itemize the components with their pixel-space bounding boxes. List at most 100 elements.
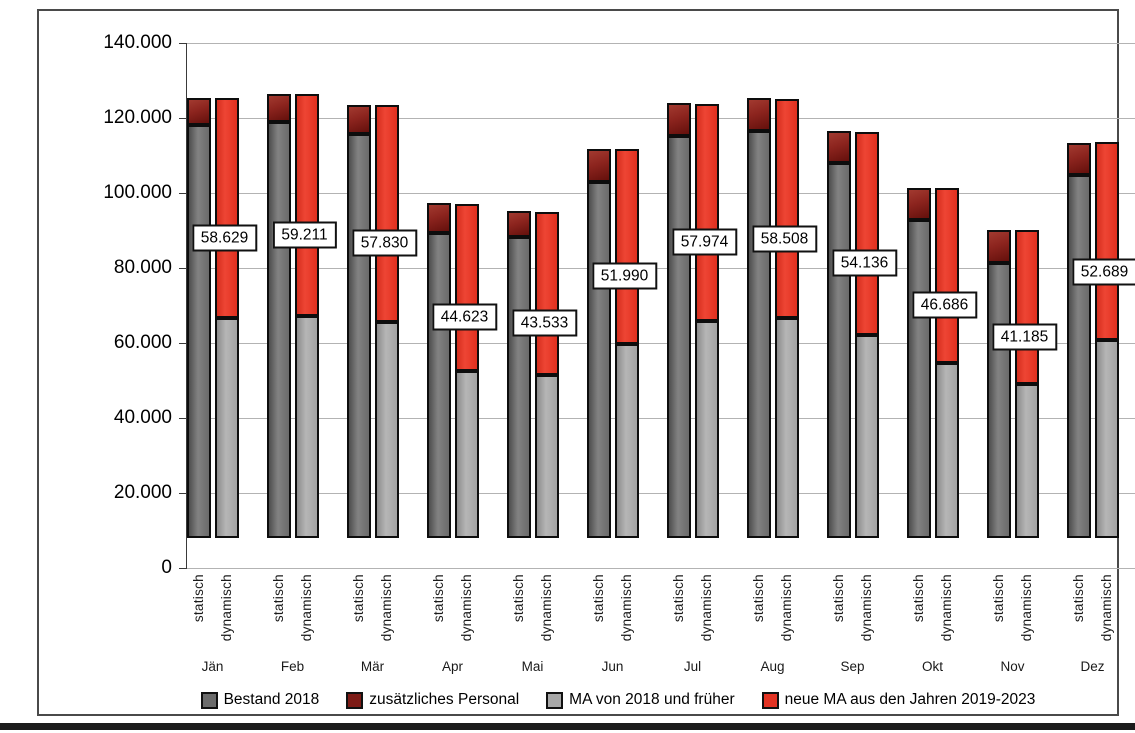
bar-segment (266, 122, 291, 538)
value-label: 41.185 (991, 323, 1058, 351)
gridline (186, 493, 1135, 494)
bar-segment (534, 212, 559, 375)
bar-sublabel: statisch (830, 574, 846, 623)
bar-segment (774, 99, 799, 318)
bar-segment (374, 105, 399, 322)
bar-sublabel: dynamisch (858, 574, 874, 642)
bar-sublabel: statisch (430, 574, 446, 623)
bar-segment (746, 98, 771, 131)
bar-sublabel: dynamisch (218, 574, 234, 642)
legend-swatch-icon (200, 691, 218, 709)
window-bottom-edge (0, 723, 1135, 730)
month-label: Feb (280, 659, 305, 674)
y-axis-tick-label: 20.000 (113, 482, 172, 503)
month-label: Dez (1080, 659, 1105, 674)
y-axis-tick-label: 0 (161, 557, 172, 578)
bar-segment (506, 237, 531, 538)
bar-segment (186, 98, 211, 125)
bar-sublabel: dynamisch (298, 574, 314, 642)
bar-segment (294, 316, 319, 538)
gridline (186, 343, 1135, 344)
month-label: Jul (683, 659, 702, 674)
bar-sublabel: statisch (350, 574, 366, 623)
gridline (186, 43, 1135, 44)
y-axis-tick (179, 418, 186, 419)
bar-segment (666, 103, 691, 136)
value-label: 58.508 (751, 225, 818, 253)
y-axis-tick (179, 568, 186, 569)
bar-segment (934, 363, 959, 538)
y-axis-tick-label: 60.000 (113, 332, 172, 353)
bar-segment (906, 188, 931, 220)
y-axis-tick-label: 40.000 (113, 407, 172, 428)
bar-segment (666, 136, 691, 538)
bar-segment (1066, 143, 1091, 175)
bar-sublabel: dynamisch (778, 574, 794, 642)
month-label: Jän (201, 659, 224, 674)
value-label: 58.629 (191, 224, 258, 252)
legend-label: neue MA aus den Jahren 2019-2023 (784, 691, 1036, 708)
legend-label: Bestand 2018 (223, 691, 320, 708)
bar-segment (186, 125, 211, 538)
bar-sublabel: statisch (910, 574, 926, 623)
value-label: 57.830 (351, 229, 418, 257)
value-label: 52.689 (1071, 258, 1135, 286)
bar-sublabel: dynamisch (458, 574, 474, 642)
bar-sublabel: statisch (510, 574, 526, 623)
bar-sublabel: statisch (270, 574, 286, 623)
bar-segment (746, 131, 771, 538)
legend-swatch-icon (546, 691, 564, 709)
legend-item: Bestand 2018 (200, 691, 320, 709)
bar-segment (854, 132, 879, 335)
bar-segment (986, 263, 1011, 538)
bar-segment (694, 321, 719, 538)
legend-swatch-icon (761, 691, 779, 709)
legend-item: zusätzliches Personal (346, 691, 519, 709)
bar-segment (906, 220, 931, 538)
bar-sublabel: dynamisch (538, 574, 554, 642)
bar-sublabel: dynamisch (1098, 574, 1114, 642)
bar-sublabel: statisch (670, 574, 686, 623)
bar-segment (266, 94, 291, 122)
bar-sublabel: dynamisch (698, 574, 714, 642)
bar-segment (694, 104, 719, 321)
bar-segment (1014, 384, 1039, 538)
y-axis-tick (179, 493, 186, 494)
plot-area (186, 43, 1135, 569)
bar-segment (986, 230, 1011, 263)
bar-segment (214, 318, 239, 538)
bar-sublabel: dynamisch (378, 574, 394, 642)
bar-segment (1014, 230, 1039, 384)
bar-sublabel: statisch (750, 574, 766, 623)
bar-sublabel: dynamisch (618, 574, 634, 642)
bar-segment (826, 131, 851, 163)
y-axis-tick (179, 118, 186, 119)
month-label: Nov (1000, 659, 1025, 674)
y-axis-tick (179, 193, 186, 194)
value-label: 57.974 (671, 228, 738, 256)
month-label: Aug (760, 659, 785, 674)
chart-legend: Bestand 2018 zusätzliches Personal MA von … (78, 691, 1135, 709)
legend-swatch-icon (346, 691, 364, 709)
month-label: Jun (601, 659, 624, 674)
bar-segment (614, 149, 639, 344)
bar-segment (826, 163, 851, 538)
legend-label: zusätzliches Personal (369, 691, 520, 708)
legend-item: neue MA aus den Jahren 2019-2023 (761, 691, 1036, 709)
bar-segment (1094, 340, 1119, 538)
chart-frame: 140.000 120.000 100.000 80.000 60.000 40.000 2… (37, 9, 1135, 716)
gridline (186, 193, 1135, 194)
bar-segment (774, 318, 799, 538)
bar-sublabel: statisch (190, 574, 206, 623)
bar-segment (454, 371, 479, 538)
month-label: Apr (441, 659, 464, 674)
month-label: Okt (921, 659, 944, 674)
y-axis-tick-label: 100.000 (103, 182, 172, 203)
bar-segment (294, 94, 319, 316)
legend-item: MA von 2018 und früher (546, 691, 735, 709)
y-axis-tick-label: 120.000 (103, 107, 172, 128)
y-axis-tick-label: 140.000 (103, 32, 172, 53)
y-axis-tick-label: 80.000 (113, 257, 172, 278)
bar-segment (374, 322, 399, 538)
